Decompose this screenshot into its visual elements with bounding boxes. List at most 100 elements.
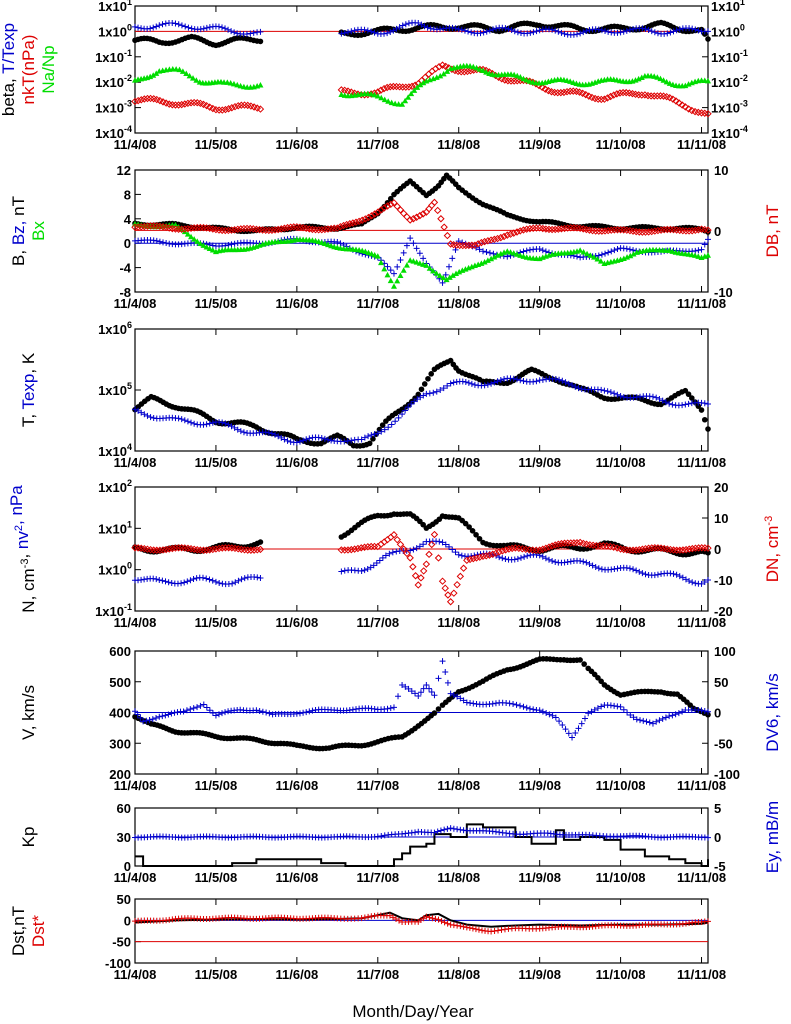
data-point bbox=[705, 236, 711, 243]
x-tick-label: 11/9/08 bbox=[518, 778, 561, 793]
data-point bbox=[349, 219, 357, 227]
data-point bbox=[350, 545, 359, 553]
data-point bbox=[253, 707, 260, 714]
data-point bbox=[601, 227, 609, 235]
data-point bbox=[469, 925, 476, 932]
data-point bbox=[691, 226, 700, 235]
data-point bbox=[614, 246, 621, 253]
data-point bbox=[153, 715, 160, 722]
data-point bbox=[581, 715, 588, 722]
data-point bbox=[257, 28, 264, 35]
data-point bbox=[257, 38, 264, 45]
data-point bbox=[456, 572, 465, 581]
data-point bbox=[577, 557, 584, 564]
data-point bbox=[159, 21, 166, 28]
data-point bbox=[610, 91, 618, 99]
data-point bbox=[549, 712, 556, 719]
y-right-tick-label: 1x10-2 bbox=[711, 73, 748, 90]
data-point bbox=[134, 96, 142, 105]
data-point bbox=[215, 711, 222, 718]
data-point bbox=[382, 552, 389, 559]
data-point bbox=[454, 922, 461, 929]
data-point bbox=[172, 221, 179, 228]
data-point bbox=[595, 252, 602, 259]
data-point bbox=[433, 270, 440, 276]
data-point bbox=[225, 421, 232, 428]
data-point bbox=[215, 23, 222, 30]
series-black bbox=[132, 357, 711, 449]
y-right-tick-label: 0 bbox=[714, 542, 721, 557]
data-point bbox=[402, 21, 409, 28]
data-point bbox=[463, 924, 470, 931]
data-point bbox=[221, 226, 229, 235]
data-point bbox=[682, 387, 689, 394]
y-right-tick-label: 1x101 bbox=[711, 0, 745, 14]
data-point bbox=[371, 29, 378, 36]
data-point bbox=[147, 414, 154, 421]
data-point bbox=[140, 222, 149, 231]
data-point bbox=[186, 72, 193, 79]
data-point bbox=[275, 433, 282, 440]
data-point bbox=[469, 528, 476, 534]
data-point bbox=[328, 437, 335, 444]
data-point bbox=[584, 250, 591, 257]
data-point bbox=[303, 436, 310, 443]
data-point bbox=[432, 915, 439, 922]
data-point bbox=[390, 704, 397, 711]
data-point bbox=[633, 567, 640, 574]
data-point bbox=[484, 381, 491, 388]
data-point bbox=[386, 912, 393, 919]
data-point bbox=[539, 708, 546, 715]
data-point bbox=[231, 240, 238, 247]
data-point bbox=[620, 28, 627, 35]
data-point bbox=[386, 550, 393, 557]
data-point bbox=[598, 251, 605, 258]
data-point bbox=[476, 246, 483, 253]
data-point bbox=[705, 711, 711, 718]
data-point bbox=[321, 225, 329, 234]
y-right-tick-label: 50 bbox=[714, 675, 728, 690]
data-point bbox=[654, 30, 661, 37]
data-point bbox=[643, 718, 650, 725]
data-point bbox=[203, 24, 210, 31]
data-point bbox=[399, 681, 406, 688]
data-point bbox=[449, 255, 456, 262]
data-point bbox=[138, 576, 145, 583]
x-tick-label: 11/5/08 bbox=[195, 137, 238, 152]
data-point bbox=[446, 598, 455, 606]
data-point bbox=[613, 90, 621, 98]
data-point bbox=[231, 29, 238, 36]
data-point bbox=[475, 926, 482, 933]
data-point bbox=[484, 237, 492, 245]
data-point bbox=[654, 226, 662, 235]
data-point bbox=[215, 544, 223, 553]
data-point bbox=[670, 570, 677, 577]
data-point bbox=[396, 24, 403, 31]
data-point bbox=[611, 566, 618, 573]
data-point bbox=[416, 211, 424, 220]
data-point bbox=[554, 540, 563, 548]
data-point bbox=[468, 380, 475, 387]
data-point bbox=[635, 545, 643, 554]
data-point bbox=[135, 407, 142, 414]
data-point bbox=[563, 87, 571, 96]
data-point bbox=[536, 246, 543, 253]
data-point bbox=[206, 707, 213, 714]
data-point bbox=[368, 28, 375, 35]
data-point bbox=[396, 206, 405, 214]
data-point bbox=[486, 27, 493, 34]
data-point bbox=[221, 544, 230, 552]
data-point bbox=[569, 382, 576, 389]
data-point bbox=[476, 553, 484, 561]
data-point bbox=[380, 204, 388, 212]
data-point bbox=[216, 579, 223, 586]
data-point bbox=[493, 234, 502, 243]
data-point bbox=[184, 224, 192, 233]
data-point bbox=[479, 552, 487, 560]
data-point bbox=[648, 28, 655, 35]
data-point bbox=[228, 241, 235, 248]
data-point bbox=[470, 63, 477, 70]
y-left-tick-label: 1x100 bbox=[98, 561, 132, 578]
data-point bbox=[521, 553, 528, 560]
data-point bbox=[373, 560, 380, 567]
